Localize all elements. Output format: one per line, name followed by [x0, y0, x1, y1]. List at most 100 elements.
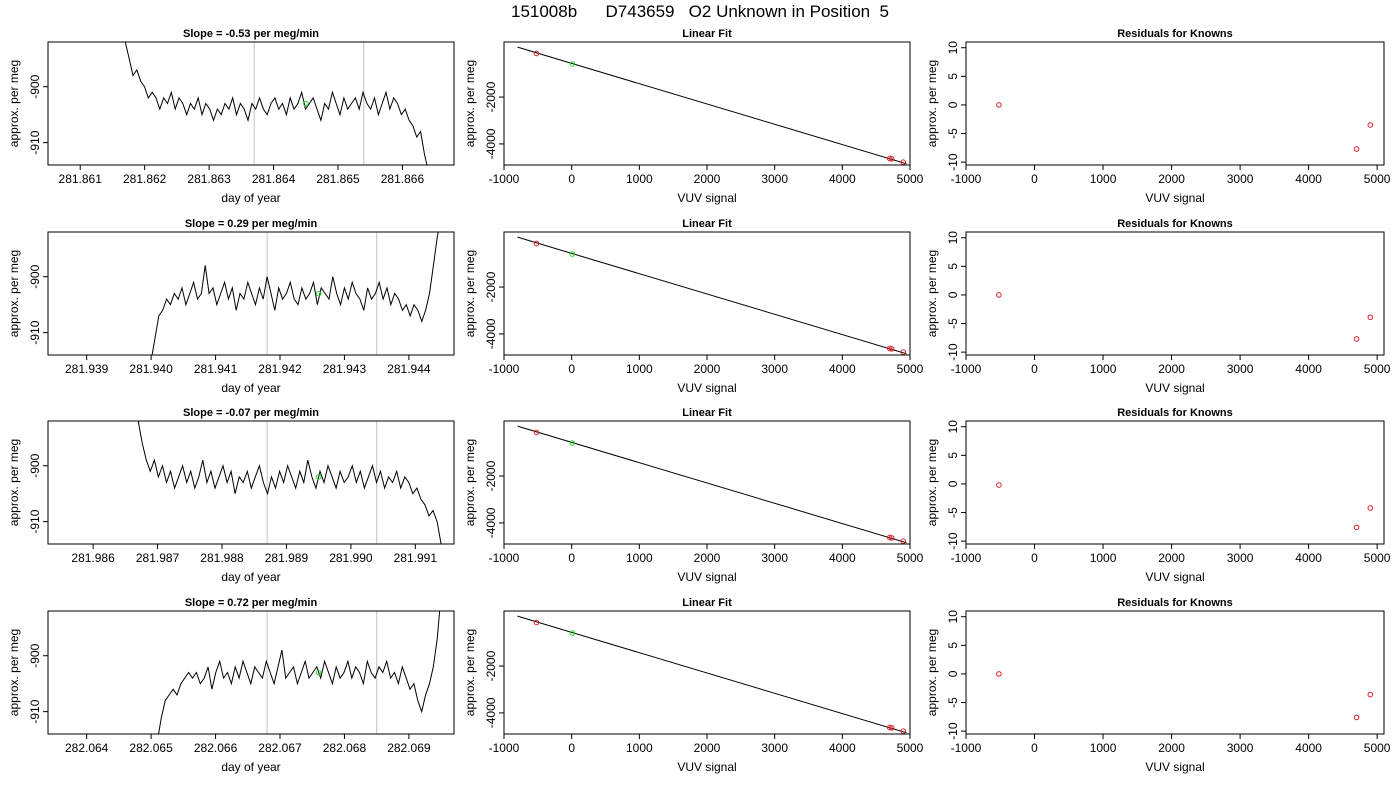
signal-trace	[137, 421, 442, 544]
y-tick-label: 10	[946, 420, 960, 434]
x-tick-label: -1000	[951, 551, 982, 565]
x-tick-label: 3000	[761, 172, 788, 186]
known-point	[888, 535, 895, 541]
unknown-point	[302, 100, 309, 107]
known-point	[1353, 714, 1360, 721]
x-tick-label: 1000	[1090, 551, 1117, 565]
known-point	[1353, 524, 1360, 531]
y-tick-label: 0	[946, 101, 960, 108]
y-tick-label: -10	[946, 153, 960, 171]
panel-title: Linear Fit	[682, 218, 732, 230]
x-tick-label: 281.943	[323, 362, 367, 376]
x-axis-label: VUV signal	[677, 570, 736, 584]
plot-area	[517, 615, 907, 734]
x-tick-label: 5000	[897, 551, 924, 565]
y-tick-label: -2000	[484, 650, 498, 681]
known-point	[1367, 691, 1374, 698]
plot-frame	[965, 610, 1385, 735]
x-tick-label: 281.989	[265, 551, 309, 565]
x-tick-label: 4000	[829, 741, 856, 755]
x-tick-label: 2000	[1158, 172, 1185, 186]
x-tick-label: 4000	[1295, 172, 1322, 186]
y-axis-label: approx. per meg	[463, 60, 477, 147]
x-tick-label: 2000	[1158, 741, 1185, 755]
x-axis-label: VUV signal	[1145, 381, 1204, 395]
x-tick-label: 0	[568, 172, 575, 186]
plot-frame	[503, 41, 911, 166]
x-tick-label: 282.064	[65, 741, 109, 755]
x-tick-label: -1000	[951, 362, 982, 376]
plot-area	[124, 42, 428, 165]
unknown-point	[569, 440, 576, 446]
x-tick-label: -1000	[489, 362, 520, 376]
known-point	[996, 482, 1002, 488]
y-axis-label: approx. per meg	[925, 629, 939, 716]
panel-title: Residuals for Knowns	[1117, 407, 1233, 419]
x-tick-label: 1000	[1090, 362, 1117, 376]
panel-title: Slope = 0.29 per meg/min	[185, 218, 318, 230]
y-tick-label: -900	[28, 264, 42, 288]
y-axis-label: approx. per meg	[7, 60, 21, 147]
x-axis-label: VUV signal	[1145, 570, 1204, 584]
known-point	[1367, 314, 1374, 321]
unknown-point	[569, 61, 576, 67]
x-tick-label: 282.067	[258, 741, 302, 755]
x-tick-label: 0	[1031, 172, 1038, 186]
x-axis-label: VUV signal	[677, 760, 736, 774]
chart-panel-11: Linear Fit -1000 0 1000 2000 3000 4000 5000 -200…	[463, 597, 924, 774]
y-tick-label: 5	[946, 642, 960, 649]
y-tick-label: -5	[946, 128, 960, 139]
plot-frame	[47, 231, 455, 356]
x-tick-label: 281.944	[387, 362, 431, 376]
x-tick-label: 1000	[626, 741, 653, 755]
x-tick-label: 5000	[897, 362, 924, 376]
x-tick-label: 2000	[694, 741, 721, 755]
plot-frame	[965, 420, 1385, 545]
x-axis-label: day of year	[221, 381, 280, 395]
x-tick-label: 281.940	[129, 362, 173, 376]
y-axis-label: approx. per meg	[7, 250, 21, 337]
plot-frame	[965, 41, 1385, 166]
x-tick-label: 3000	[761, 741, 788, 755]
x-tick-label: 4000	[829, 551, 856, 565]
y-tick-label: -4000	[484, 507, 498, 538]
x-tick-label: -1000	[951, 741, 982, 755]
y-tick-label: -2000	[484, 271, 498, 302]
y-tick-label: -5	[946, 697, 960, 708]
chart-panel-2: Linear Fit -1000 0 1000 2000 3000 4000 5000 -200…	[463, 28, 924, 205]
x-tick-label: 2000	[694, 362, 721, 376]
x-tick-label: 1000	[626, 551, 653, 565]
x-tick-label: 3000	[761, 551, 788, 565]
plot-area	[996, 292, 1374, 342]
x-tick-label: 281.990	[329, 551, 373, 565]
x-axis-label: VUV signal	[677, 191, 736, 205]
x-tick-label: 281.864	[252, 172, 296, 186]
x-tick-label: 4000	[1295, 362, 1322, 376]
plot-frame	[47, 41, 455, 166]
x-tick-label: 0	[568, 551, 575, 565]
y-tick-label: -4000	[484, 128, 498, 159]
unknown-point	[315, 474, 322, 480]
known-point	[533, 50, 540, 57]
x-tick-label: 281.866	[381, 172, 425, 186]
x-tick-label: 282.065	[129, 741, 173, 755]
panel-title: Linear Fit	[682, 407, 732, 419]
chart-panel-1: Slope = -0.53 per meg/min 281.861 281.862 2…	[7, 28, 455, 205]
x-tick-label: 0	[568, 362, 575, 376]
x-tick-label: 281.942	[258, 362, 302, 376]
known-point	[1353, 146, 1360, 152]
x-tick-label: 5000	[1364, 172, 1391, 186]
y-tick-label: -910	[28, 320, 42, 344]
x-tick-label: 282.066	[194, 741, 238, 755]
y-tick-label: 0	[946, 291, 960, 298]
y-tick-label: 10	[946, 41, 960, 55]
plot-area	[151, 232, 439, 355]
y-tick-label: -2000	[484, 81, 498, 112]
known-point	[533, 240, 540, 247]
x-axis-label: day of year	[221, 570, 280, 584]
x-tick-label: 3000	[1227, 741, 1254, 755]
x-tick-label: 281.988	[200, 551, 244, 565]
plot-frame	[965, 231, 1385, 356]
x-tick-label: 281.986	[71, 551, 115, 565]
y-tick-label: 0	[946, 670, 960, 677]
